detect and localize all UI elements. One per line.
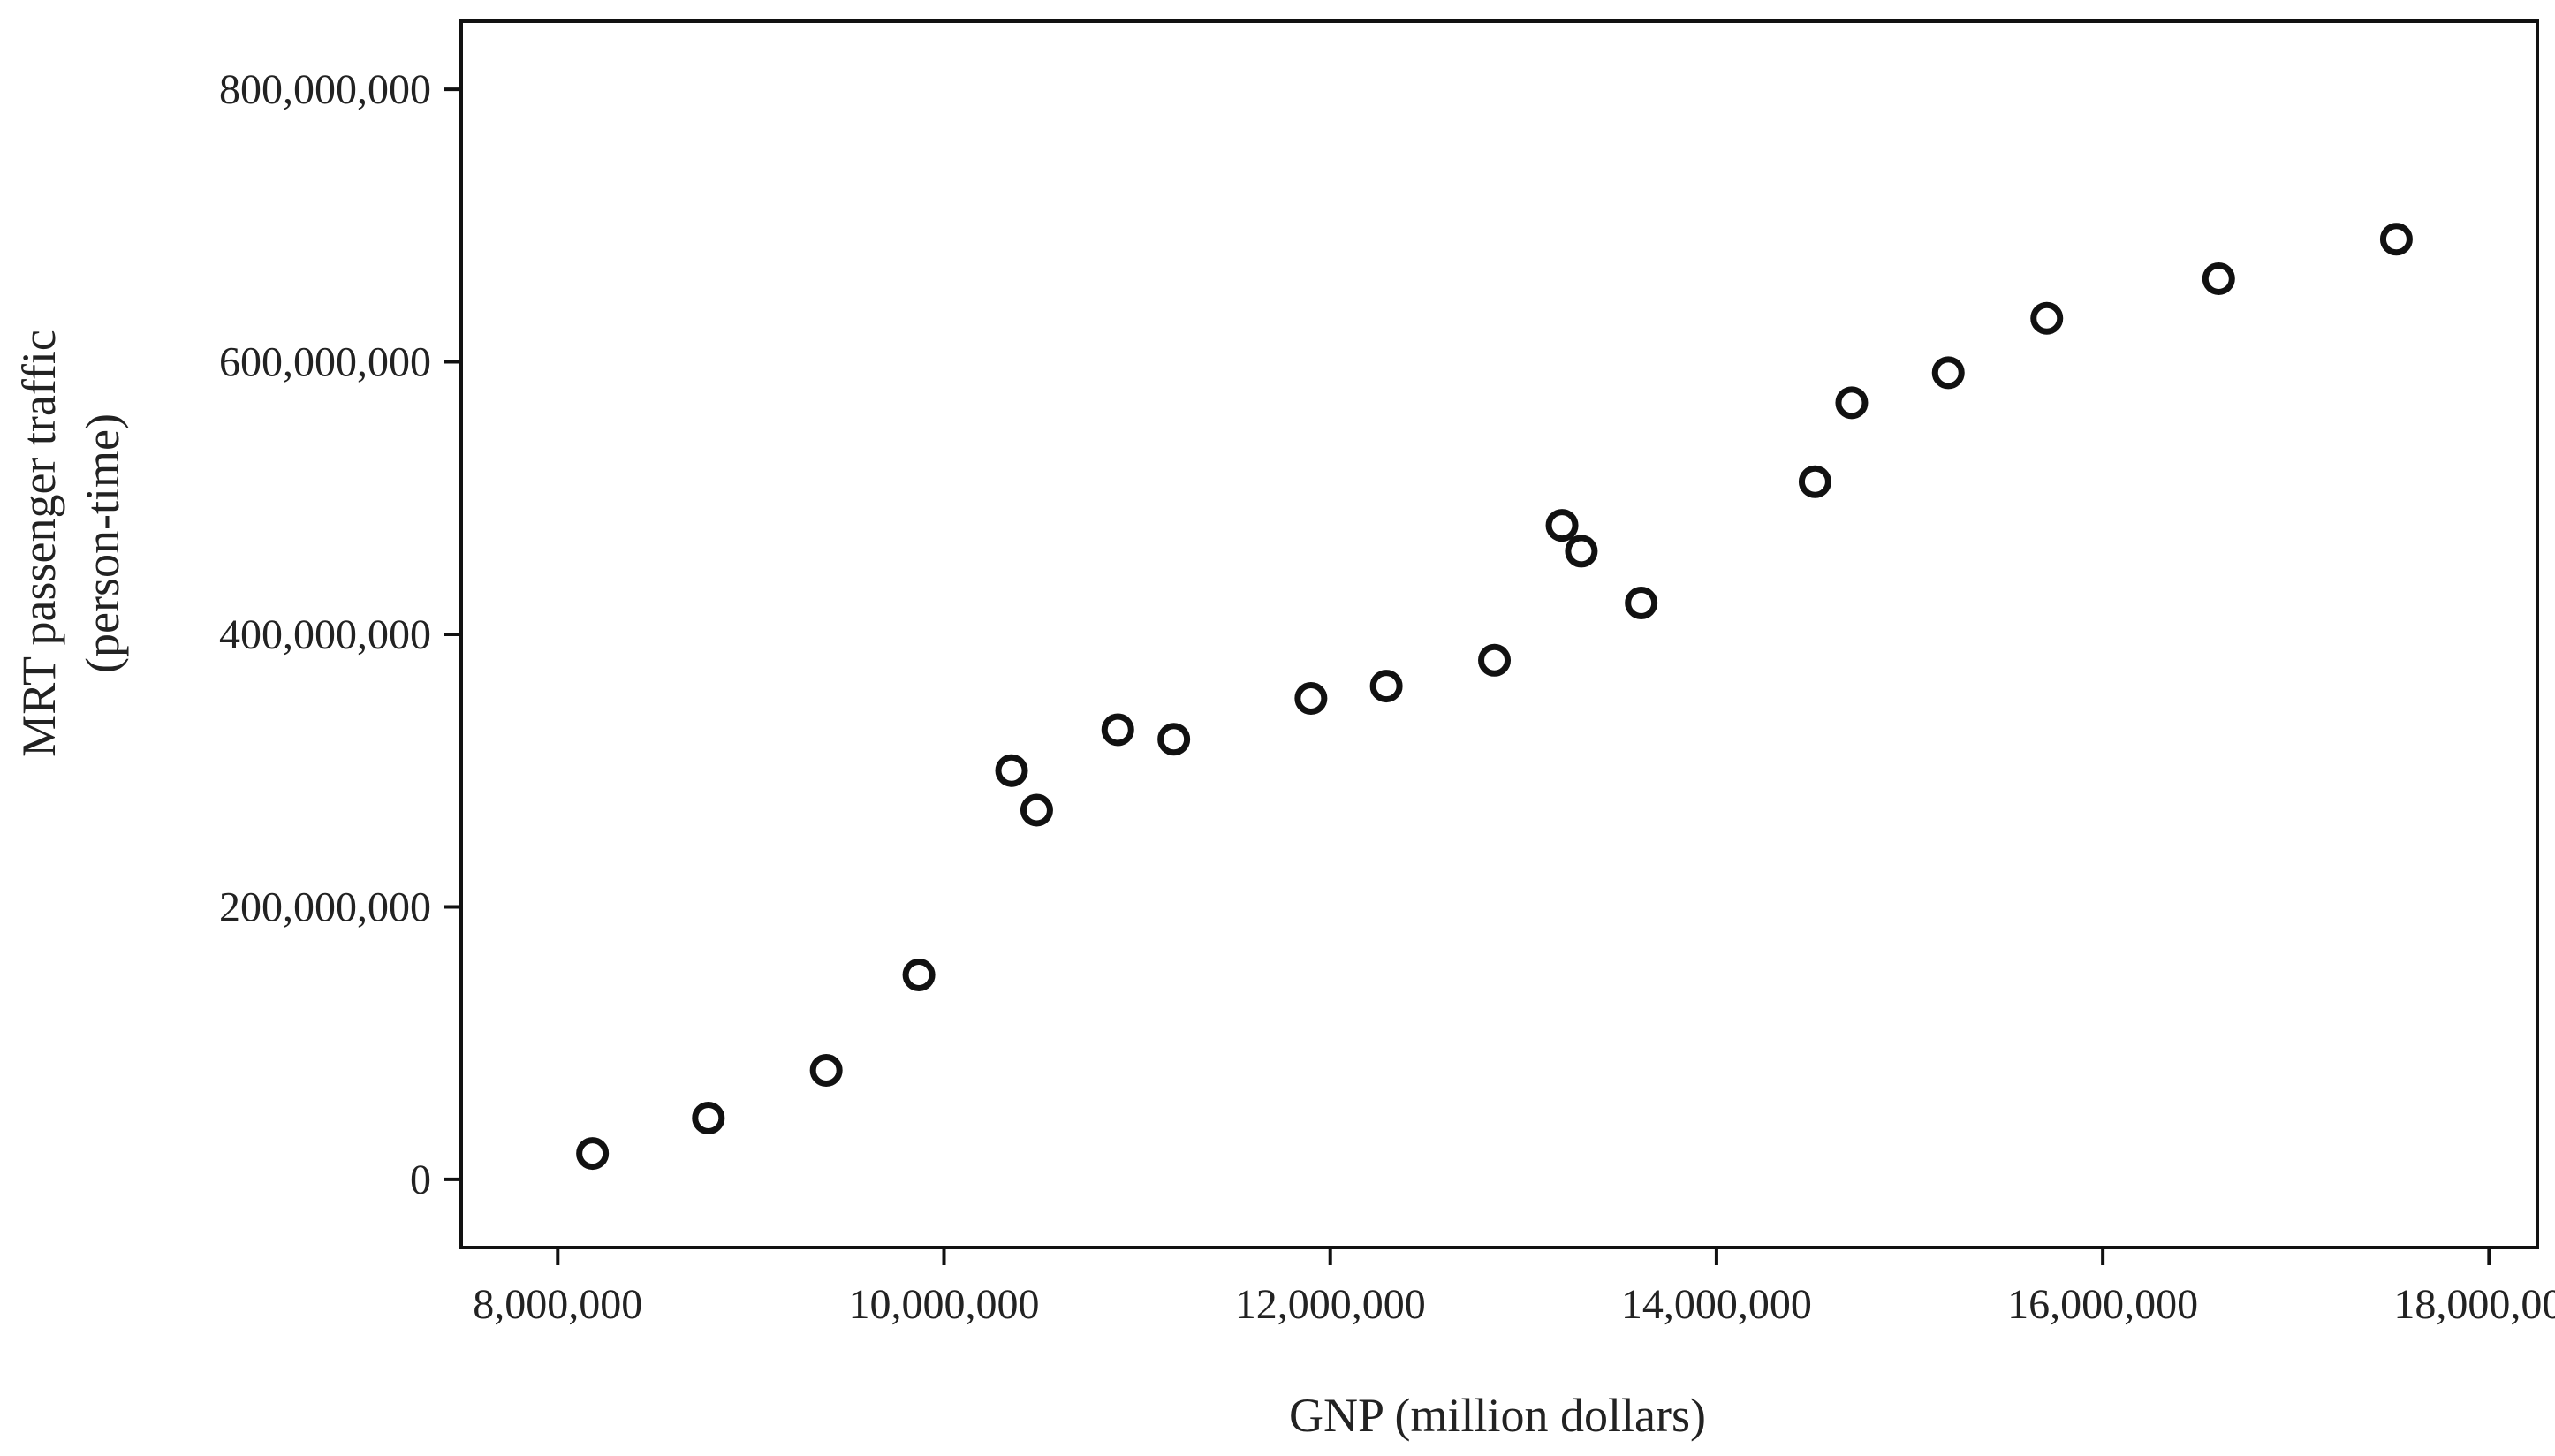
y-axis-title-line-2: (person-time) — [76, 413, 129, 673]
data-point — [2030, 301, 2064, 335]
y-tick-label: 0 — [410, 1156, 431, 1203]
y-tick-label: 600,000,000 — [219, 339, 431, 386]
x-tick-label: 18,000,000 — [2393, 1281, 2555, 1328]
x-axis-title: GNP (million dollars) — [1289, 1389, 1706, 1442]
data-point — [1369, 670, 1403, 703]
data-point — [809, 1054, 843, 1088]
y-tick-label: 400,000,000 — [219, 611, 431, 658]
x-tick-label: 10,000,000 — [849, 1281, 1040, 1328]
data-point — [1798, 465, 1831, 498]
data-point — [1565, 535, 1598, 568]
data-point — [1835, 386, 1869, 420]
x-tick-label: 14,000,000 — [1621, 1281, 1812, 1328]
x-tick-label: 8,000,000 — [473, 1281, 642, 1328]
data-point — [1625, 587, 1658, 620]
data-point — [1545, 509, 1579, 542]
data-point — [1931, 356, 1965, 390]
y-tick-label: 800,000,000 — [219, 66, 431, 113]
x-tick-label: 16,000,000 — [2007, 1281, 2198, 1328]
data-point — [995, 754, 1028, 787]
data-point — [1157, 723, 1191, 756]
data-point — [576, 1137, 610, 1171]
plot-frame — [459, 19, 2539, 1249]
y-tick-label: 200,000,000 — [219, 883, 431, 930]
x-tick-label: 12,000,000 — [1235, 1281, 1426, 1328]
y-axis-title: MRT passenger traffic — [12, 330, 65, 757]
data-point — [902, 959, 936, 992]
data-point — [2379, 223, 2413, 256]
data-points — [576, 223, 2413, 1171]
data-point — [1294, 681, 1328, 715]
y-axis-title-line-1: MRT passenger traffic — [12, 330, 65, 757]
y-axis: 0 200,000,000 400,000,000 600,000,000 800,00… — [219, 66, 461, 1203]
x-axis: 8,000,000 10,000,000 12,000,000 14,000,000 1… — [473, 1247, 2555, 1328]
data-point — [2202, 262, 2235, 295]
data-point — [1478, 643, 1512, 677]
data-point — [692, 1101, 725, 1134]
data-point — [1020, 793, 1053, 827]
data-point — [1101, 713, 1134, 747]
